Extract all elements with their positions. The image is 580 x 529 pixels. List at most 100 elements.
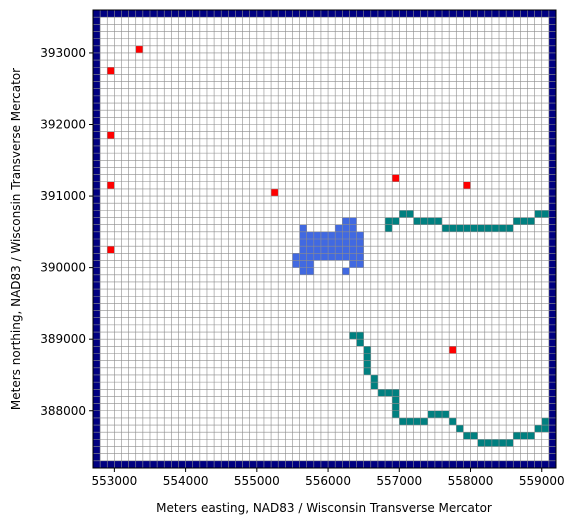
- boundary-cell: [128, 10, 136, 18]
- boundary-cell: [392, 10, 400, 18]
- boundary-cell: [349, 460, 357, 468]
- boundary-cell: [413, 460, 421, 468]
- boundary-cell: [93, 324, 101, 333]
- boundary-cell: [370, 10, 378, 18]
- cell: [434, 217, 443, 225]
- cell: [363, 346, 371, 354]
- boundary-cell: [513, 10, 521, 18]
- cell: [406, 417, 414, 426]
- boundary-cell: [392, 460, 400, 468]
- cell: [385, 217, 393, 225]
- boundary-cell: [385, 10, 393, 18]
- boundary-cell: [520, 10, 528, 18]
- boundary-cell: [235, 10, 243, 18]
- boundary-cell: [363, 10, 371, 18]
- boundary-cell: [548, 17, 556, 25]
- cell: [399, 210, 407, 218]
- boundary-cell: [548, 145, 556, 154]
- boundary-cell: [328, 460, 336, 468]
- boundary-cell: [548, 389, 556, 397]
- cell: [342, 231, 350, 239]
- boundary-cell: [548, 167, 556, 175]
- boundary-cell: [548, 239, 556, 247]
- boundary-cell: [463, 460, 471, 468]
- boundary-cell: [93, 52, 101, 61]
- boundary-cell: [221, 460, 229, 468]
- boundary-cell: [548, 360, 556, 368]
- boundary-cell: [548, 374, 556, 383]
- cell: [499, 439, 507, 447]
- boundary-cell: [93, 267, 101, 275]
- y-tick-label: 393000: [40, 46, 86, 60]
- cell: [534, 425, 542, 433]
- cell: [299, 260, 307, 268]
- boundary-cell: [349, 10, 357, 18]
- boundary-cell: [548, 403, 556, 411]
- boundary-cell: [534, 10, 542, 18]
- boundary-cell: [199, 10, 207, 18]
- boundary-cell: [114, 10, 122, 18]
- boundary-cell: [93, 67, 101, 75]
- cell: [335, 224, 343, 232]
- cell: [506, 439, 514, 447]
- boundary-cell: [442, 10, 450, 18]
- cell: [491, 439, 500, 447]
- boundary-cell: [93, 353, 101, 361]
- cell: [541, 210, 549, 218]
- boundary-cell: [93, 274, 101, 282]
- x-tick-label: 554000: [163, 474, 209, 488]
- boundary-cell: [356, 10, 364, 18]
- boundary-cell: [107, 460, 115, 468]
- boundary-cell: [548, 153, 556, 161]
- cell: [299, 224, 307, 232]
- boundary-cell: [548, 324, 556, 333]
- boundary-cell: [149, 10, 158, 18]
- boundary-cell: [93, 174, 101, 182]
- boundary-cell: [548, 425, 556, 433]
- boundary-cell: [548, 396, 556, 404]
- boundary-cell: [548, 281, 556, 290]
- boundary-cell: [548, 160, 556, 168]
- boundary-cell: [406, 10, 414, 18]
- boundary-cell: [228, 460, 236, 468]
- boundary-cell: [93, 181, 101, 189]
- cell: [363, 360, 371, 368]
- boundary-cell: [93, 81, 101, 89]
- cell: [328, 246, 336, 254]
- boundary-cell: [548, 339, 556, 347]
- cell: [328, 239, 336, 247]
- boundary-cell: [93, 439, 101, 447]
- cell: [320, 239, 329, 247]
- boundary-cell: [548, 217, 556, 225]
- cells: [92, 9, 557, 469]
- boundary-cell: [285, 460, 293, 468]
- boundary-cell: [548, 117, 556, 125]
- cell: [377, 389, 386, 397]
- boundary-cell: [206, 10, 215, 18]
- cell: [484, 224, 492, 232]
- boundary-cell: [548, 296, 556, 304]
- boundary-cell: [470, 460, 478, 468]
- cell: [420, 217, 428, 225]
- cell: [320, 253, 329, 261]
- boundary-cell: [548, 446, 556, 454]
- boundary-cell: [399, 460, 407, 468]
- boundary-cell: [93, 389, 101, 397]
- cell: [349, 239, 357, 247]
- boundary-cell: [135, 460, 143, 468]
- boundary-cell: [548, 38, 556, 46]
- boundary-cell: [256, 10, 264, 18]
- boundary-cell: [292, 10, 300, 18]
- boundary-cell: [107, 10, 115, 18]
- y-tick-label: 390000: [40, 261, 86, 275]
- boundary-cell: [548, 231, 556, 239]
- boundary-cell: [93, 310, 101, 318]
- cell: [541, 425, 549, 433]
- boundary-cell: [93, 332, 101, 340]
- boundary-cell: [93, 74, 101, 82]
- boundary-cell: [548, 310, 556, 318]
- boundary-cell: [548, 81, 556, 89]
- cell: [299, 253, 307, 261]
- boundary-cell: [413, 10, 421, 18]
- x-axis-label: Meters easting, NAD83 / Wisconsin Transv…: [156, 501, 492, 515]
